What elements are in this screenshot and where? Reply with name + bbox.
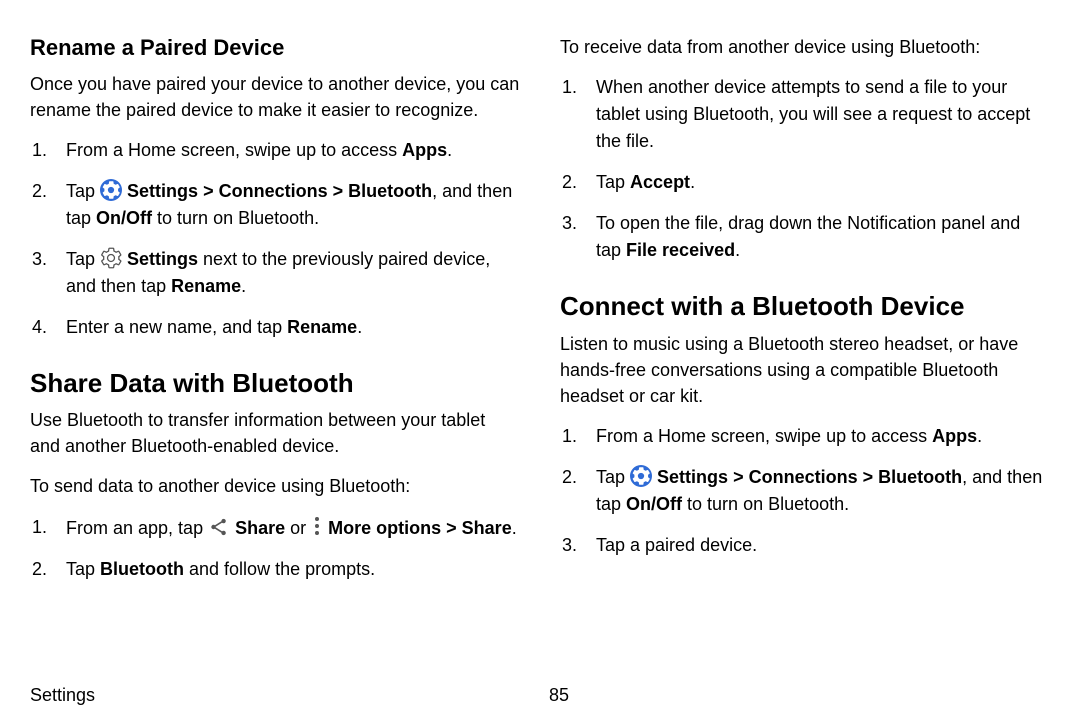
text: .: [690, 172, 695, 192]
text: .: [735, 240, 740, 260]
text: .: [241, 276, 246, 296]
text: Tap: [66, 181, 100, 201]
text: From a Home screen, swipe up to access: [66, 140, 402, 160]
bold: Share: [230, 518, 285, 538]
bold: Rename: [171, 276, 241, 296]
text: Tap: [66, 559, 100, 579]
step: When another device attempts to send a f…: [560, 74, 1050, 155]
step: Tap Settings > Connections > Bluetooth, …: [30, 178, 520, 232]
step: Enter a new name, and tap Rename.: [30, 314, 520, 341]
step: From a Home screen, swipe up to access A…: [30, 137, 520, 164]
step: Tap Settings next to the previously pair…: [30, 246, 520, 300]
steps-receive: When another device attempts to send a f…: [560, 74, 1050, 264]
page: Rename a Paired Device Once you have pai…: [0, 0, 1080, 720]
bold: Bluetooth: [100, 559, 184, 579]
text: Enter a new name, and tap: [66, 317, 287, 337]
text: From an app, tap: [66, 518, 208, 538]
settings-icon: [100, 179, 122, 201]
bold: Connections: [749, 467, 858, 487]
para-connect-intro: Listen to music using a Bluetooth stereo…: [560, 331, 1050, 409]
bold: Settings: [122, 181, 198, 201]
chevron-icon: >: [733, 467, 744, 487]
share-icon: [208, 516, 230, 538]
footer: Settings 85: [30, 685, 1050, 706]
bold: On/Off: [96, 208, 152, 228]
footer-section: Settings: [30, 685, 531, 706]
steps-rename: From a Home screen, swipe up to access A…: [30, 137, 520, 341]
bold: File received: [626, 240, 735, 260]
text: and follow the prompts.: [184, 559, 375, 579]
heading-rename: Rename a Paired Device: [30, 34, 520, 63]
bold: Settings: [652, 467, 728, 487]
heading-connect: Connect with a Bluetooth Device: [560, 290, 1050, 323]
text: to turn on Bluetooth.: [682, 494, 849, 514]
bold: Bluetooth: [348, 181, 432, 201]
chevron-icon: >: [203, 181, 214, 201]
gear-icon: [100, 247, 122, 269]
step: Tap a paired device.: [560, 532, 1050, 559]
text: .: [977, 426, 982, 446]
step: Tap Settings > Connections > Bluetooth, …: [560, 464, 1050, 518]
bold: On/Off: [626, 494, 682, 514]
step: From a Home screen, swipe up to access A…: [560, 423, 1050, 450]
bold: Accept: [630, 172, 690, 192]
text: From a Home screen, swipe up to access: [596, 426, 932, 446]
chevron-icon: >: [446, 518, 457, 538]
text: or: [285, 518, 311, 538]
bold: Connections: [219, 181, 328, 201]
settings-icon: [630, 465, 652, 487]
bold: Rename: [287, 317, 357, 337]
para-recv-label: To receive data from another device usin…: [560, 34, 1050, 60]
bold: Share: [462, 518, 512, 538]
steps-send: From an app, tap Share or More options >…: [30, 514, 520, 583]
left-column: Rename a Paired Device Once you have pai…: [30, 34, 520, 710]
text: Tap: [596, 172, 630, 192]
text: Tap a paired device.: [596, 535, 757, 555]
para-rename-intro: Once you have paired your device to anot…: [30, 71, 520, 123]
text: .: [512, 518, 517, 538]
footer-page: 85: [531, 685, 1050, 706]
text: When another device attempts to send a f…: [596, 77, 1030, 151]
text: .: [357, 317, 362, 337]
bold: Settings: [122, 249, 198, 269]
para-send-label: To send data to another device using Blu…: [30, 473, 520, 499]
text: Tap: [596, 467, 630, 487]
chevron-icon: >: [333, 181, 344, 201]
right-column: To receive data from another device usin…: [560, 34, 1050, 710]
text: .: [447, 140, 452, 160]
bold: Bluetooth: [878, 467, 962, 487]
step: From an app, tap Share or More options >…: [30, 514, 520, 542]
heading-share: Share Data with Bluetooth: [30, 367, 520, 400]
steps-connect: From a Home screen, swipe up to access A…: [560, 423, 1050, 559]
step: Tap Bluetooth and follow the prompts.: [30, 556, 520, 583]
bold: More options: [323, 518, 441, 538]
bold: Apps: [932, 426, 977, 446]
para-share-intro: Use Bluetooth to transfer information be…: [30, 407, 520, 459]
chevron-icon: >: [863, 467, 874, 487]
more-options-icon: [311, 514, 323, 536]
step: Tap Accept.: [560, 169, 1050, 196]
text: to turn on Bluetooth.: [152, 208, 319, 228]
step: To open the file, drag down the Notifica…: [560, 210, 1050, 264]
text: Tap: [66, 249, 100, 269]
bold: Apps: [402, 140, 447, 160]
